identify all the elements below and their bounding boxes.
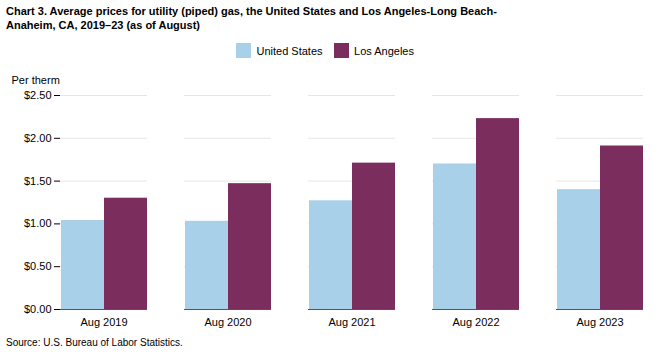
svg-text:$0.00: $0.00 — [24, 303, 52, 315]
svg-text:Aug 2023: Aug 2023 — [576, 316, 623, 328]
svg-text:$2.00: $2.00 — [24, 131, 52, 143]
html-text:Source: U.S. Bureau of Labor S: Source: U.S. Bureau of Labor Statistics. — [6, 336, 183, 348]
svg-text:$1.00: $1.00 — [24, 217, 52, 229]
svg-text:$2.50: $2.50 — [24, 89, 52, 101]
html-text:Chart 3. Average prices for ut: Chart 3. Average prices for utility (pip… — [6, 5, 497, 17]
html-text:Anaheim, CA, 2019–23 (as of Au: Anaheim, CA, 2019–23 (as of August) — [6, 19, 200, 31]
svg-text:$1.50: $1.50 — [24, 174, 52, 186]
svg-text:Aug 2020: Aug 2020 — [204, 316, 251, 328]
svg-text:Aug 2022: Aug 2022 — [452, 316, 499, 328]
html-text:Los Angeles: Los Angeles — [354, 44, 414, 57]
svg-text:Per therm: Per therm — [12, 74, 60, 86]
svg-text:Aug 2019: Aug 2019 — [80, 316, 127, 328]
html-text:United States: United States — [256, 44, 323, 57]
svg-text:$0.50: $0.50 — [24, 260, 52, 272]
svg-text:Aug 2021: Aug 2021 — [328, 316, 375, 328]
